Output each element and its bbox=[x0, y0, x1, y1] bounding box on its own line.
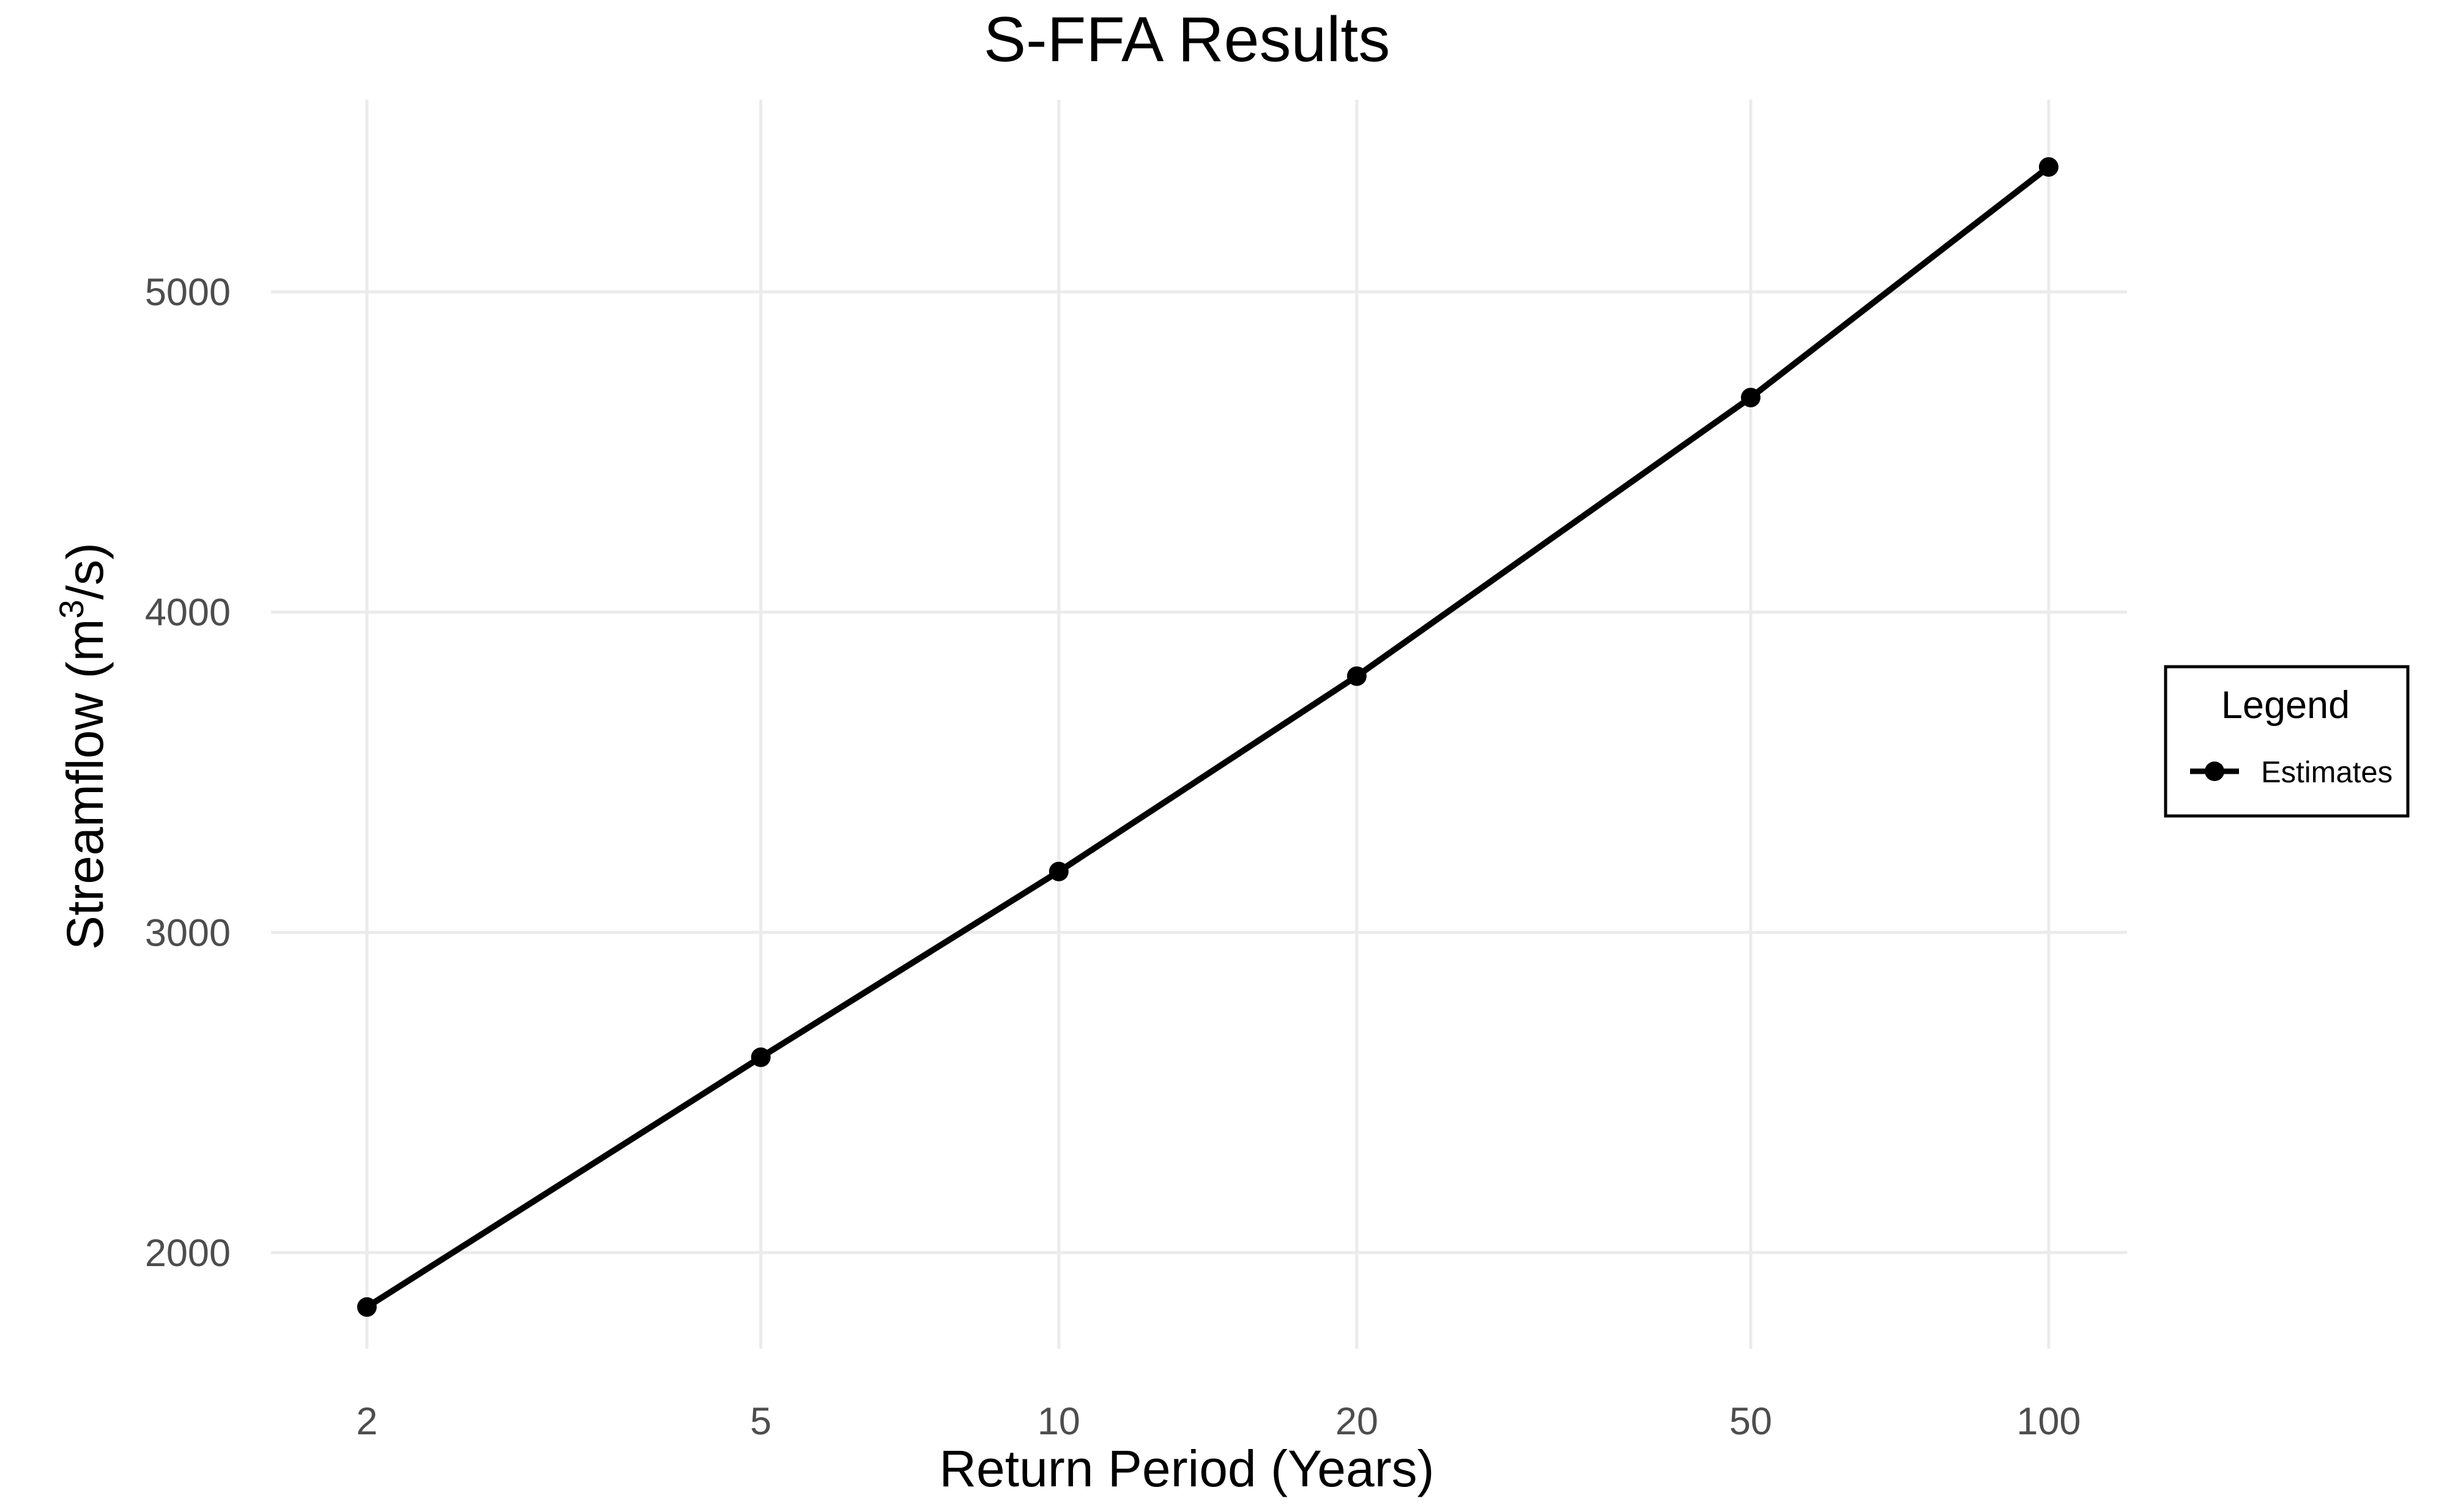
x-tick-labels: 2 5 10 20 50 100 bbox=[356, 1400, 2081, 1443]
legend-box bbox=[2164, 665, 2410, 818]
series-line-estimates bbox=[363, 164, 2052, 1310]
data-point bbox=[751, 1047, 771, 1067]
data-point bbox=[1346, 666, 1367, 686]
x-tick-label: 50 bbox=[1729, 1400, 1772, 1443]
data-point bbox=[357, 1297, 377, 1317]
y-tick-label: 2000 bbox=[145, 1232, 231, 1275]
x-axis-title: Return Period (Years) bbox=[939, 1440, 1434, 1497]
y-axis-title: Streamflow (m3/s) bbox=[52, 543, 114, 950]
y-tick-labels: 2000 3000 4000 5000 bbox=[145, 271, 231, 1275]
series-layer bbox=[357, 157, 2059, 1317]
y-tick-label: 3000 bbox=[145, 911, 231, 954]
y-tick-label: 4000 bbox=[145, 591, 231, 634]
legend-key-marker bbox=[2205, 762, 2224, 781]
legend: Legend Estimates bbox=[2164, 665, 2410, 818]
y-axis-title-main: Streamflow (m bbox=[56, 619, 114, 950]
data-point bbox=[1740, 387, 1761, 407]
chart-title: S-FFA Results bbox=[984, 4, 1391, 75]
y-tick-label: 5000 bbox=[145, 271, 231, 314]
x-tick-label: 20 bbox=[1335, 1400, 1378, 1443]
x-tick-label: 10 bbox=[1038, 1400, 1080, 1443]
y-axis-title-suffix: /s) bbox=[56, 543, 114, 599]
legend-title: Legend bbox=[2221, 684, 2350, 727]
data-point bbox=[1049, 861, 1069, 881]
x-tick-label: 5 bbox=[750, 1400, 771, 1443]
x-tick-label: 2 bbox=[356, 1400, 377, 1443]
legend-label-estimates: Estimates bbox=[2261, 756, 2393, 789]
x-tick-label: 100 bbox=[2016, 1400, 2081, 1443]
data-point bbox=[2038, 157, 2059, 177]
y-axis-title-superscript: 3 bbox=[52, 599, 91, 618]
grid bbox=[271, 100, 2127, 1349]
